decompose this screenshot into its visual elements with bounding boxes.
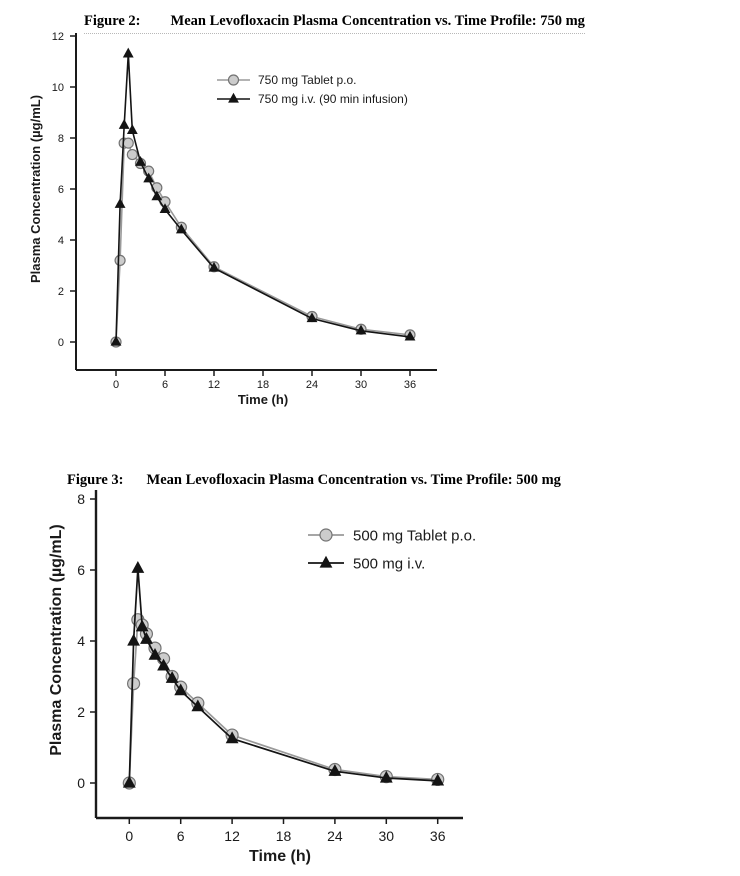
x-tick-label: 0 xyxy=(125,828,133,844)
data-point-triangle xyxy=(175,223,187,234)
data-point-triangle xyxy=(404,330,416,341)
figure3-title: Figure 3: Mean Levofloxacin Plasma Concen… xyxy=(67,472,561,489)
y-tick-label: 6 xyxy=(77,562,85,578)
y-tick-label: 12 xyxy=(52,31,64,43)
series-line xyxy=(115,53,411,343)
data-point-triangle xyxy=(159,203,171,213)
x-tick-label: 24 xyxy=(306,379,318,391)
x-axis-title: Time (h) xyxy=(249,848,311,865)
legend-label: 500 mg Tablet p.o. xyxy=(353,527,476,544)
x-tick-label: 12 xyxy=(208,379,220,391)
y-tick-label: 2 xyxy=(58,286,64,298)
data-point-circle xyxy=(114,254,126,266)
data-point-triangle xyxy=(157,658,170,671)
figure2-title-text: Mean Levofloxacin Plasma Concentration v… xyxy=(170,13,585,29)
x-tick-label: 12 xyxy=(224,828,240,844)
y-tick-label: 8 xyxy=(77,491,85,507)
data-point-triangle xyxy=(191,699,205,712)
x-tick-label: 0 xyxy=(113,379,119,391)
legend-label: 500 mg i.v. xyxy=(353,555,425,572)
data-point-circle xyxy=(122,137,134,149)
data-point-triangle xyxy=(140,632,153,644)
legend-label: 750 mg i.v. (90 min infusion) xyxy=(258,92,408,106)
data-point-triangle xyxy=(328,764,342,776)
y-tick-label: 4 xyxy=(77,633,85,649)
figure2-label: Figure 2: xyxy=(84,13,141,29)
data-point-triangle xyxy=(151,190,163,201)
x-tick-label: 24 xyxy=(327,828,343,844)
data-point-triangle xyxy=(126,124,138,134)
data-point-triangle xyxy=(148,648,162,660)
data-point-triangle xyxy=(118,119,130,129)
data-point-triangle xyxy=(208,261,220,272)
data-point-triangle xyxy=(135,156,146,166)
data-point-circle xyxy=(319,528,333,542)
series-line xyxy=(128,617,438,784)
data-point-circle xyxy=(126,148,138,161)
data-point-triangle xyxy=(225,731,239,744)
y-tick-label: 0 xyxy=(77,775,85,791)
data-point-circle xyxy=(227,74,240,86)
x-tick-label: 36 xyxy=(430,828,446,844)
legend-label: 750 mg Tablet p.o. xyxy=(258,73,357,87)
figure3-label: Figure 3: xyxy=(67,472,124,488)
y-tick-label: 0 xyxy=(58,337,64,349)
data-point-circle xyxy=(126,676,141,691)
y-tick-label: 4 xyxy=(58,235,64,247)
data-point-triangle xyxy=(228,92,239,103)
data-point-triangle xyxy=(165,671,179,683)
x-tick-label: 18 xyxy=(276,828,292,844)
data-point-triangle xyxy=(431,773,445,786)
y-tick-label: 2 xyxy=(77,704,85,720)
series-line xyxy=(115,142,411,343)
x-tick-label: 30 xyxy=(379,828,395,844)
x-tick-label: 6 xyxy=(162,379,168,391)
x-axis-title: Time (h) xyxy=(238,392,288,407)
data-point-triangle xyxy=(110,335,122,346)
series-line xyxy=(128,568,438,784)
data-point-triangle xyxy=(174,683,188,696)
data-point-triangle xyxy=(379,770,393,783)
data-point-triangle xyxy=(355,324,367,335)
y-tick-label: 10 xyxy=(52,82,64,94)
y-axis-title: Plasma Concentration (µg/mL) xyxy=(28,95,43,283)
x-tick-label: 18 xyxy=(257,379,269,391)
data-point-triangle xyxy=(306,312,318,323)
data-point-triangle xyxy=(127,633,140,646)
data-point-triangle xyxy=(135,619,149,632)
x-tick-label: 30 xyxy=(355,379,367,391)
data-point-triangle xyxy=(122,47,134,58)
figure2-title: Figure 2: Mean Levofloxacin Plasma Concen… xyxy=(84,13,585,34)
data-point-triangle xyxy=(114,198,126,208)
figure3-title-text: Mean Levofloxacin Plasma Concentration v… xyxy=(146,472,561,488)
data-point-triangle xyxy=(143,172,155,183)
y-tick-label: 6 xyxy=(58,184,64,196)
x-tick-label: 6 xyxy=(177,828,185,844)
data-point-triangle xyxy=(122,775,136,788)
data-point-triangle xyxy=(319,555,333,568)
x-tick-label: 36 xyxy=(404,379,416,391)
y-tick-label: 8 xyxy=(58,133,64,145)
y-axis-title: Plasma Concentration (µg/mL) xyxy=(48,524,65,755)
data-point-triangle xyxy=(131,561,145,573)
